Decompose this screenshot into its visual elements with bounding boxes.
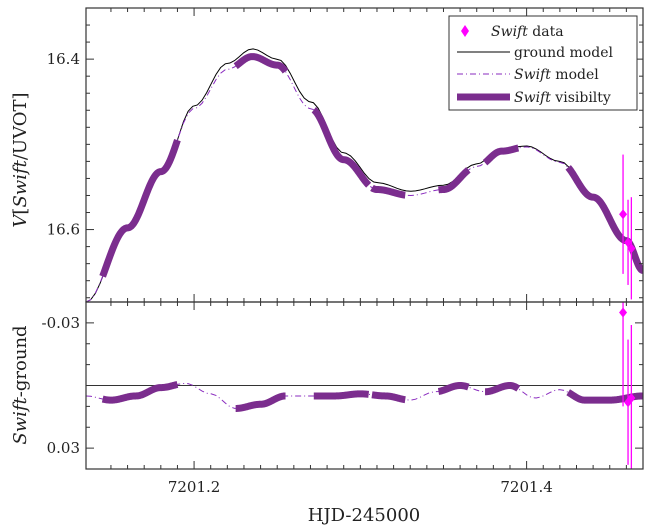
bottom-panel (86, 301, 644, 470)
top-y-tick-label: 16.6 (47, 221, 80, 239)
legend-swift-visibility-label: Swift visibilty (514, 90, 611, 106)
x-axis-title: HJD-245000 (308, 505, 420, 526)
legend-swift-data-label: Swift data (491, 24, 564, 40)
bottom-y-axis-title: Swift-ground (10, 325, 31, 444)
swift-data-point-2 (627, 243, 636, 254)
legend-swift-model-label: Swift model (514, 67, 599, 83)
x-tick-label: 7201.2 (168, 478, 221, 496)
swift-visibility-segment-0 (99, 138, 181, 278)
difference-visibility-segment-5 (485, 382, 521, 396)
legend: Swift data ground model Swift model Swif… (448, 15, 638, 111)
legend-swift-data-marker (461, 25, 469, 37)
difference-visibility-segment-3 (371, 391, 406, 404)
bottom-y-tick-label: 0.03 (47, 439, 80, 457)
swift-visibility-segment-4 (438, 167, 471, 194)
swift-visibility-segment-5 (482, 144, 520, 166)
difference-visibility-segment-2 (313, 390, 370, 400)
swift-visibility-segment-2 (311, 107, 372, 188)
top-y-axis-title: V[Swift/UVOT] (10, 92, 31, 227)
bottom-plot-frame (85, 301, 644, 470)
top-y-tick-label: 16.4 (47, 50, 80, 68)
x-tick-label: 7201.4 (500, 478, 553, 496)
difference-visibility-segment-4 (437, 382, 470, 395)
swift-data-point-1 (624, 237, 633, 248)
difference-data-point-0 (619, 307, 628, 318)
legend-ground-model-label: ground model (514, 45, 613, 61)
swift-visibility-segment-3 (370, 184, 406, 199)
swift-data-point-0 (619, 209, 628, 220)
bottom-y-tick-label: -0.03 (42, 314, 80, 332)
swift-visibility-segment-1 (233, 53, 289, 74)
difference-visibility-segment-0 (101, 381, 179, 404)
difference-visibility-segment-1 (235, 392, 286, 412)
top-panel (86, 7, 644, 302)
difference-data-point-2 (627, 393, 636, 404)
